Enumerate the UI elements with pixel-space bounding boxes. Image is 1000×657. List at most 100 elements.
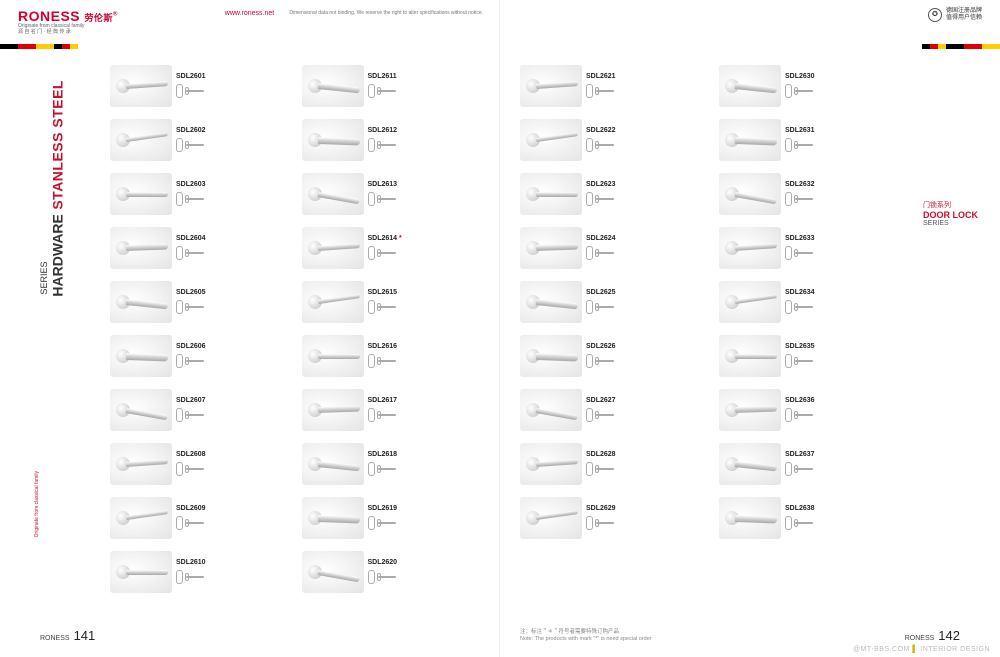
lever-icon [126,353,168,361]
product-dimensions [586,298,711,316]
product-sku: SDL2617 [368,397,486,404]
product-sku: SDL2605 [176,289,294,296]
dimension-drawing-icon [368,244,398,262]
lever-icon [317,192,359,204]
lever-icon [735,461,777,471]
product-thumb [110,227,172,269]
product-thumb [719,227,781,269]
product-item: SDL2630 [719,60,910,112]
product-sku: SDL2619 [368,505,486,512]
product-item: SDL2604 [110,222,294,274]
dimension-drawing-icon [368,568,398,586]
product-grid-right: SDL2621SDL2630SDL2622SDL2631SDL2623SDL26… [520,60,910,544]
product-sku: SDL2635 [785,343,910,350]
product-thumb [719,497,781,539]
product-meta: SDL2608 [176,451,294,478]
product-thumb [719,389,781,431]
product-dimensions [586,514,711,532]
lever-icon [536,299,578,309]
dimension-drawing-icon [586,190,616,208]
product-meta: SDL2633 [785,235,910,262]
product-item: SDL2624 [520,222,711,274]
product-item: SDL2625 [520,276,711,328]
lever-icon [317,243,359,251]
dimension-drawing-icon [586,82,616,100]
product-dimensions [586,406,711,424]
dimension-drawing-icon [785,406,815,424]
lever-icon [317,461,359,471]
product-item: SDL2606 [110,330,294,382]
product-thumb [520,335,582,377]
product-thumb [520,119,582,161]
dimension-drawing-icon [586,514,616,532]
dimension-drawing-icon [785,82,815,100]
right-badge: ✪ 德国注册品牌 值得用户信赖 [928,8,982,22]
page-left: RONESS 劳伦斯® Originate from classical fam… [0,0,500,657]
product-meta: SDL2630 [785,73,910,100]
product-meta: SDL2623 [586,181,711,208]
page-number: 141 [74,628,96,643]
lever-icon [536,510,578,520]
dimension-drawing-icon [785,136,815,154]
flag-stripe-small [54,44,78,49]
dimension-drawing-icon [586,136,616,154]
product-dimensions [176,82,294,100]
product-dimensions [586,136,711,154]
product-meta: SDL2609 [176,505,294,532]
brand-url: www.roness.net [225,10,274,17]
product-item: SDL2601 [110,60,294,112]
lever-icon [317,406,359,413]
product-item: SDL2622 [520,114,711,166]
lever-icon [126,570,168,575]
lever-icon [536,353,578,361]
product-meta: SDL2603 [176,181,294,208]
product-dimensions [368,568,486,586]
section-en2: SERIES [923,220,978,227]
product-meta: SDL2635 [785,343,910,370]
flag-black [0,44,18,49]
lever-icon [126,244,168,251]
product-item: SDL2623 [520,168,711,220]
product-thumb [520,443,582,485]
product-dimensions [785,352,910,370]
product-sku: SDL2606 [176,343,294,350]
lever-icon [317,570,359,582]
product-sku: SDL2629 [586,505,711,512]
product-thumb [302,335,364,377]
product-thumb [302,281,364,323]
product-sku: SDL2608 [176,451,294,458]
footer-brand: RONESS [905,635,935,642]
product-thumb [302,443,364,485]
dimension-drawing-icon [176,136,206,154]
product-meta: SDL2612 [368,127,486,154]
product-thumb [110,281,172,323]
product-sku: SDL2615 [368,289,486,296]
flag-red [930,44,938,49]
page-right: ✪ 德国注册品牌 值得用户信赖 门锁系列 DOOR LOCK SERIES SD… [500,0,1000,657]
product-thumb [520,497,582,539]
badge-line2: 值得用户信赖 [946,15,982,22]
product-thumb [302,227,364,269]
product-item: SDL2612 [302,114,486,166]
lever-icon [536,244,578,251]
product-thumb [110,551,172,593]
dimension-drawing-icon [176,460,206,478]
product-meta: SDL2602 [176,127,294,154]
dimension-drawing-icon [368,190,398,208]
product-item: SDL2629 [520,492,711,544]
catalog-spread: RONESS 劳伦斯® Originate from classical fam… [0,0,1000,657]
product-meta: SDL2614 * [368,235,486,262]
product-item: SDL2619 [302,492,486,544]
lever-icon [317,294,359,304]
dimension-drawing-icon [586,406,616,424]
product-sku: SDL2616 [368,343,486,350]
product-thumb [719,335,781,377]
product-item: SDL2617 [302,384,486,436]
lever-icon [536,459,578,467]
lever-icon [126,408,168,420]
footnote: 注：标注＂＊＂符号者需要特殊订购产品 Note: The products wi… [520,629,780,643]
product-sku: SDL2618 [368,451,486,458]
product-dimensions [368,298,486,316]
lever-icon [735,354,777,359]
product-dimensions [368,82,486,100]
